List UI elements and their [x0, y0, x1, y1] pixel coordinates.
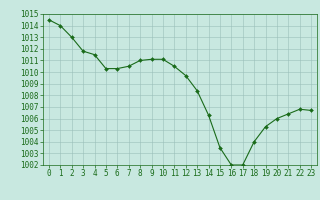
Text: Graphe pression niveau de la mer (hPa): Graphe pression niveau de la mer (hPa) — [48, 182, 272, 192]
